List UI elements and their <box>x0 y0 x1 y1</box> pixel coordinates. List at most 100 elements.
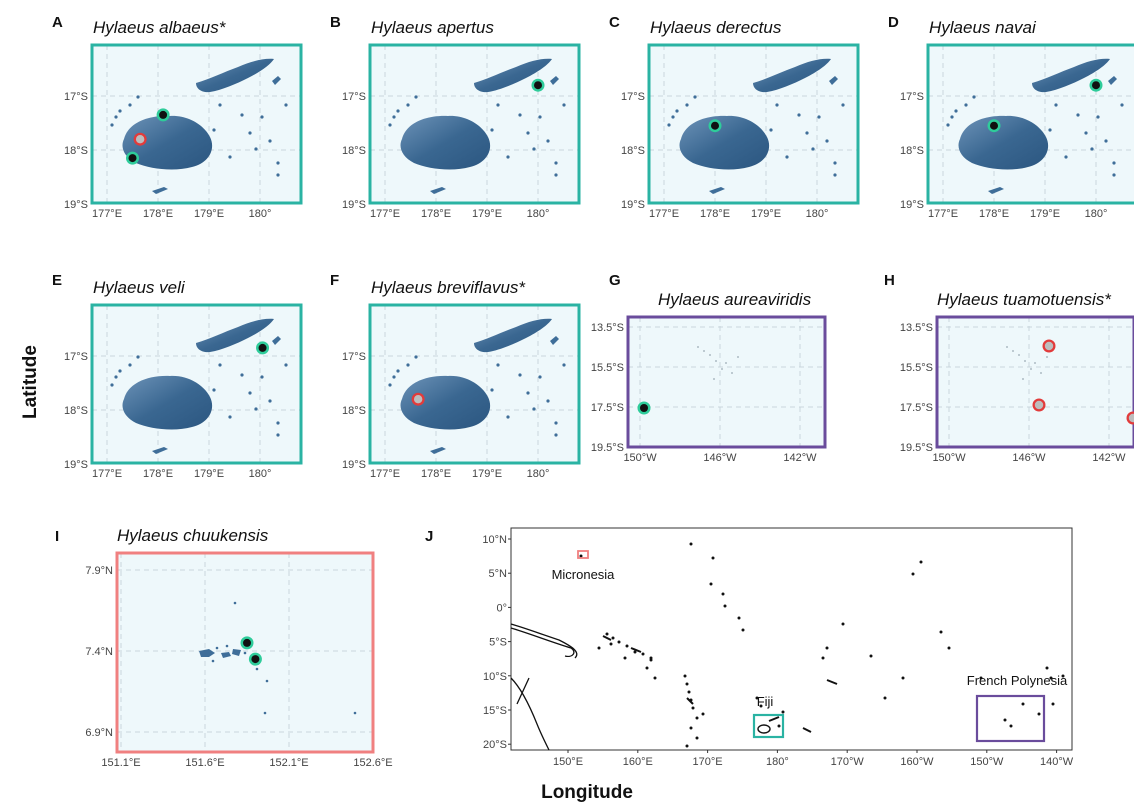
island-viti-levu <box>400 375 491 430</box>
islet <box>797 113 801 117</box>
islet <box>506 415 510 419</box>
y-tick-label: 13.5°S <box>900 322 933 334</box>
x-tick-label: 180° <box>1085 208 1108 220</box>
x-tick-label: 150°W <box>623 452 657 464</box>
x-tick-label: 179°E <box>194 208 224 220</box>
panel-a: A Hylaeus albaeus* 177°E 178°E 179°E 180°17… <box>52 14 303 220</box>
y-tick-label: 17°S <box>621 91 645 103</box>
y-tick-label: 15.5°S <box>900 362 933 374</box>
island-taveuni <box>550 76 559 85</box>
islet <box>218 363 222 367</box>
y-tick-label: 17°S <box>64 91 88 103</box>
island-dot <box>759 704 763 708</box>
x-tick-label: 140°W <box>1040 756 1074 768</box>
islet <box>254 407 258 411</box>
x-tick-label: 142°W <box>783 452 817 464</box>
atoll <box>1006 346 1008 348</box>
islet <box>212 128 216 132</box>
y-tick-label: 7.9°N <box>85 565 113 577</box>
record-point-historical <box>1034 400 1044 410</box>
islet <box>1096 115 1100 119</box>
record-point-confirmed <box>243 638 251 647</box>
island-dot <box>709 582 713 586</box>
panel-title: Hylaeus apertus <box>371 18 494 37</box>
island-dot <box>685 744 689 748</box>
island-dot <box>869 654 873 658</box>
islet <box>260 115 264 119</box>
record-point-confirmed <box>534 81 542 90</box>
y-tick-label: 13.5°S <box>591 322 624 334</box>
island-dot <box>755 696 759 700</box>
panel-i: I Hylaeus chuukensis 151.1°E 151.6°E 152.1… <box>55 526 393 769</box>
islet <box>532 407 536 411</box>
island-dot <box>1049 676 1053 680</box>
island-dot <box>979 676 983 680</box>
coastline-new-guinea <box>510 623 578 659</box>
island-dot <box>1003 718 1007 722</box>
island-dot <box>919 560 923 564</box>
x-tick-label: 179°E <box>1030 208 1060 220</box>
islet <box>228 415 232 419</box>
x-tick-label: 177°E <box>92 208 122 220</box>
islet <box>392 375 396 379</box>
islet <box>841 103 845 107</box>
island-viti-levu <box>122 375 213 430</box>
panel-f: F Hylaeus breviflavus* 177°E 178°E 179°E 18… <box>330 272 581 480</box>
x-tick-label: 150°W <box>970 756 1004 768</box>
island-dot <box>1021 702 1025 706</box>
coastline-australia <box>510 627 575 751</box>
fiji-map <box>90 43 303 205</box>
atoll <box>713 378 715 380</box>
islet <box>972 95 976 99</box>
islet <box>276 433 280 437</box>
y-tick-label: 15.5°S <box>591 362 624 374</box>
islet <box>1090 147 1094 151</box>
islet <box>1112 173 1116 177</box>
panel-frame <box>90 303 303 465</box>
islet <box>276 173 280 177</box>
islet <box>1064 155 1068 159</box>
island-dot <box>1045 666 1049 670</box>
island-dash <box>630 647 642 653</box>
x-tick-label: 150°E <box>553 756 583 768</box>
y-tick-label: 19°S <box>900 199 924 211</box>
x-tick-label: 152.1°E <box>269 757 308 769</box>
islet <box>114 375 118 379</box>
panel-frame <box>626 315 827 449</box>
islet <box>392 115 396 119</box>
islet <box>406 363 410 367</box>
islet <box>268 139 272 143</box>
world-axis-ticks: 150°E 160°E 170°E 180° 170°W 160°W 150°W 140°W 1… <box>482 534 1073 768</box>
islet <box>136 355 140 359</box>
islet <box>284 103 288 107</box>
island-dot <box>911 572 915 576</box>
island-dot <box>781 710 785 714</box>
fiji-map <box>368 303 581 465</box>
islet <box>506 155 510 159</box>
x-tick-label: 180° <box>806 208 829 220</box>
x-tick-label: 142°W <box>1092 452 1126 464</box>
islet <box>396 109 400 113</box>
island-dot <box>1037 712 1041 716</box>
x-tick-label: 146°W <box>1012 452 1046 464</box>
island-dash <box>826 679 838 685</box>
panel-title: Hylaeus chuukensis <box>117 526 269 545</box>
y-tick-label: 19°S <box>64 459 88 471</box>
x-tick-label: 178°E <box>700 208 730 220</box>
record-point-confirmed <box>640 404 648 412</box>
y-tick-label: 18°S <box>64 405 88 417</box>
islet <box>950 115 954 119</box>
y-tick-label: 17°S <box>342 351 366 363</box>
island-kadavu <box>152 447 168 454</box>
panel-label: C <box>609 14 620 31</box>
occurrence-points <box>411 392 425 406</box>
island-dot <box>777 724 781 728</box>
panel-frame <box>926 43 1134 205</box>
islet <box>414 355 418 359</box>
islet <box>685 103 689 107</box>
island-taveuni <box>272 76 281 85</box>
islet <box>546 399 550 403</box>
x-tick-label: 180° <box>527 468 550 480</box>
islet <box>136 95 140 99</box>
island-taveuni <box>1108 76 1117 85</box>
